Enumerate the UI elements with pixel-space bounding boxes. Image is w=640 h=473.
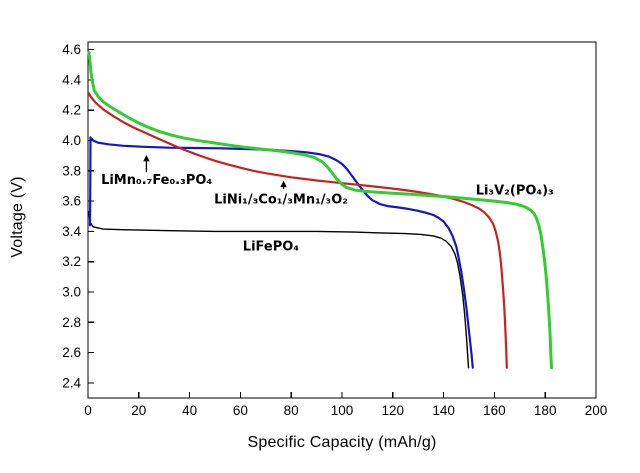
curve-livpo — [87, 51, 553, 370]
y-tick-label: 3.0 — [62, 284, 81, 299]
x-tick-label: 60 — [233, 403, 248, 418]
y-tick-label: 3.2 — [62, 254, 81, 269]
x-tick-label: 120 — [382, 403, 405, 418]
x-tick-label: 20 — [131, 403, 146, 418]
limnfe-label-arrowhead — [143, 154, 150, 162]
x-tick-label: 160 — [483, 403, 506, 418]
x-tick-label: 200 — [585, 403, 608, 418]
y-tick-label: 2.4 — [62, 375, 81, 390]
y-tick-label: 4.2 — [62, 103, 81, 118]
linicomn-label-arrowhead — [280, 180, 287, 188]
lvp-label: Li₃V₂(PO₄)₃ — [476, 183, 554, 198]
x-axis-title: Specific Capacity (mAh/g) — [247, 434, 437, 451]
x-tick-label: 40 — [182, 403, 197, 418]
y-tick-label: 4.4 — [62, 72, 81, 87]
linicomn-label: LiNi₁/₃Co₁/₃Mn₁/₃O₂ — [214, 193, 348, 208]
y-tick-label: 2.8 — [62, 315, 81, 330]
y-tick-label: 3.4 — [62, 224, 81, 239]
y-tick-label: 3.6 — [62, 194, 81, 209]
y-tick-label: 4.0 — [62, 133, 81, 148]
x-tick-label: 80 — [284, 403, 299, 418]
x-tick-label: 140 — [432, 403, 455, 418]
curve-linicomno — [87, 92, 508, 369]
y-tick-label: 2.6 — [62, 345, 81, 360]
y-tick-label: 4.6 — [62, 42, 81, 57]
x-tick-label: 100 — [331, 403, 354, 418]
y-axis-title: Voltage (V) — [9, 176, 26, 258]
lifepo4-label: LiFePO₄ — [243, 240, 299, 255]
y-tick-label: 3.8 — [62, 163, 81, 178]
curve-limnfepo — [88, 136, 474, 369]
plot-frame — [87, 41, 597, 399]
curve-lifepo — [88, 210, 470, 369]
limnfe-label: LiMn₀.₇Fe₀.₃PO₄ — [101, 173, 212, 188]
x-tick-label: 180 — [534, 403, 557, 418]
x-tick-label: 0 — [84, 403, 92, 418]
